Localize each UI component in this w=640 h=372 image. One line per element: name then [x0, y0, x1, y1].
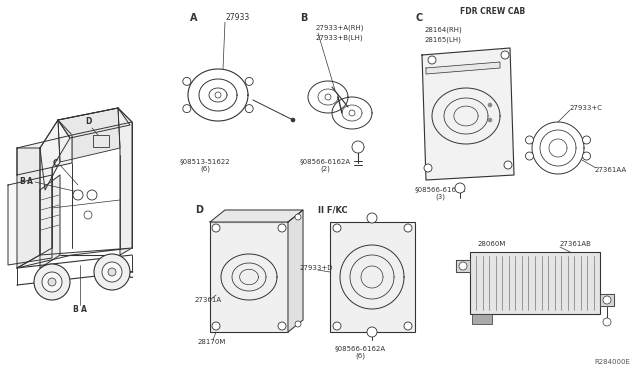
- Circle shape: [245, 105, 253, 113]
- FancyBboxPatch shape: [470, 252, 600, 314]
- Circle shape: [42, 272, 62, 292]
- Text: 28060M: 28060M: [478, 241, 506, 247]
- Text: D: D: [85, 118, 91, 126]
- Text: B: B: [19, 177, 25, 186]
- Text: FDR CREW CAB: FDR CREW CAB: [460, 6, 525, 16]
- Circle shape: [278, 322, 286, 330]
- Circle shape: [424, 164, 432, 172]
- Polygon shape: [40, 120, 70, 255]
- Circle shape: [367, 327, 377, 337]
- Text: §08566-6162A
(2): §08566-6162A (2): [300, 158, 351, 172]
- Circle shape: [582, 136, 591, 144]
- Circle shape: [94, 254, 130, 290]
- Circle shape: [488, 118, 492, 122]
- Polygon shape: [600, 294, 614, 306]
- Text: 28164(RH): 28164(RH): [425, 27, 463, 33]
- Circle shape: [504, 161, 512, 169]
- Circle shape: [325, 94, 331, 100]
- Circle shape: [404, 322, 412, 330]
- Text: C: C: [415, 13, 422, 23]
- Circle shape: [367, 213, 377, 223]
- Circle shape: [212, 322, 220, 330]
- Circle shape: [87, 190, 97, 200]
- FancyBboxPatch shape: [330, 222, 415, 332]
- Polygon shape: [17, 148, 40, 268]
- Circle shape: [488, 103, 492, 107]
- Polygon shape: [472, 314, 492, 324]
- Circle shape: [245, 77, 253, 86]
- Circle shape: [352, 141, 364, 153]
- Polygon shape: [17, 135, 72, 175]
- Circle shape: [291, 118, 295, 122]
- Polygon shape: [40, 120, 60, 190]
- Text: 27933+C: 27933+C: [570, 105, 603, 111]
- Text: 28165(LH): 28165(LH): [425, 37, 462, 43]
- Circle shape: [525, 152, 534, 160]
- Text: B: B: [72, 305, 78, 314]
- Polygon shape: [422, 48, 514, 180]
- Text: A: A: [81, 305, 87, 314]
- Polygon shape: [288, 210, 303, 332]
- Circle shape: [582, 152, 591, 160]
- Text: §08566-6162A
(3): §08566-6162A (3): [415, 186, 465, 200]
- Circle shape: [295, 214, 301, 220]
- Circle shape: [603, 296, 611, 304]
- Circle shape: [183, 105, 191, 113]
- Text: B: B: [300, 13, 307, 23]
- Polygon shape: [118, 108, 132, 255]
- FancyBboxPatch shape: [210, 222, 288, 332]
- Circle shape: [333, 224, 341, 232]
- Text: 27361A: 27361A: [195, 297, 222, 303]
- Text: 27933+D: 27933+D: [300, 265, 333, 271]
- Text: 27361AB: 27361AB: [560, 241, 592, 247]
- Polygon shape: [8, 175, 52, 265]
- Polygon shape: [210, 210, 303, 222]
- Polygon shape: [58, 108, 120, 162]
- Text: A: A: [190, 13, 198, 23]
- Circle shape: [34, 264, 70, 300]
- Text: II F/KC: II F/KC: [318, 205, 348, 215]
- Circle shape: [108, 268, 116, 276]
- Text: §08513-51622
(6): §08513-51622 (6): [180, 158, 230, 172]
- Circle shape: [278, 224, 286, 232]
- Polygon shape: [17, 248, 132, 268]
- Circle shape: [333, 322, 341, 330]
- Circle shape: [349, 110, 355, 116]
- Circle shape: [603, 318, 611, 326]
- Text: 27933+A(RH): 27933+A(RH): [316, 25, 365, 31]
- Text: A: A: [27, 177, 33, 186]
- Text: R284000E: R284000E: [594, 359, 630, 365]
- Circle shape: [455, 183, 465, 193]
- Circle shape: [73, 190, 83, 200]
- Text: 27933+B(LH): 27933+B(LH): [316, 35, 364, 41]
- Circle shape: [84, 211, 92, 219]
- Circle shape: [501, 51, 509, 59]
- Polygon shape: [426, 62, 500, 74]
- Circle shape: [215, 92, 221, 98]
- Circle shape: [295, 321, 301, 327]
- Circle shape: [183, 77, 191, 86]
- Circle shape: [428, 56, 436, 64]
- FancyBboxPatch shape: [93, 135, 109, 147]
- Circle shape: [212, 224, 220, 232]
- Text: C: C: [52, 158, 58, 167]
- Polygon shape: [58, 108, 130, 138]
- Circle shape: [404, 224, 412, 232]
- Text: C: C: [127, 270, 133, 279]
- Polygon shape: [456, 260, 470, 272]
- Polygon shape: [40, 175, 60, 268]
- Circle shape: [459, 262, 467, 270]
- Text: D: D: [195, 205, 203, 215]
- Text: 27933: 27933: [225, 13, 249, 22]
- Text: §08566-6162A
(6): §08566-6162A (6): [335, 345, 385, 359]
- Circle shape: [525, 136, 534, 144]
- Text: 28170M: 28170M: [198, 339, 227, 345]
- Circle shape: [48, 278, 56, 286]
- Text: 27361AA: 27361AA: [595, 167, 627, 173]
- Circle shape: [102, 262, 122, 282]
